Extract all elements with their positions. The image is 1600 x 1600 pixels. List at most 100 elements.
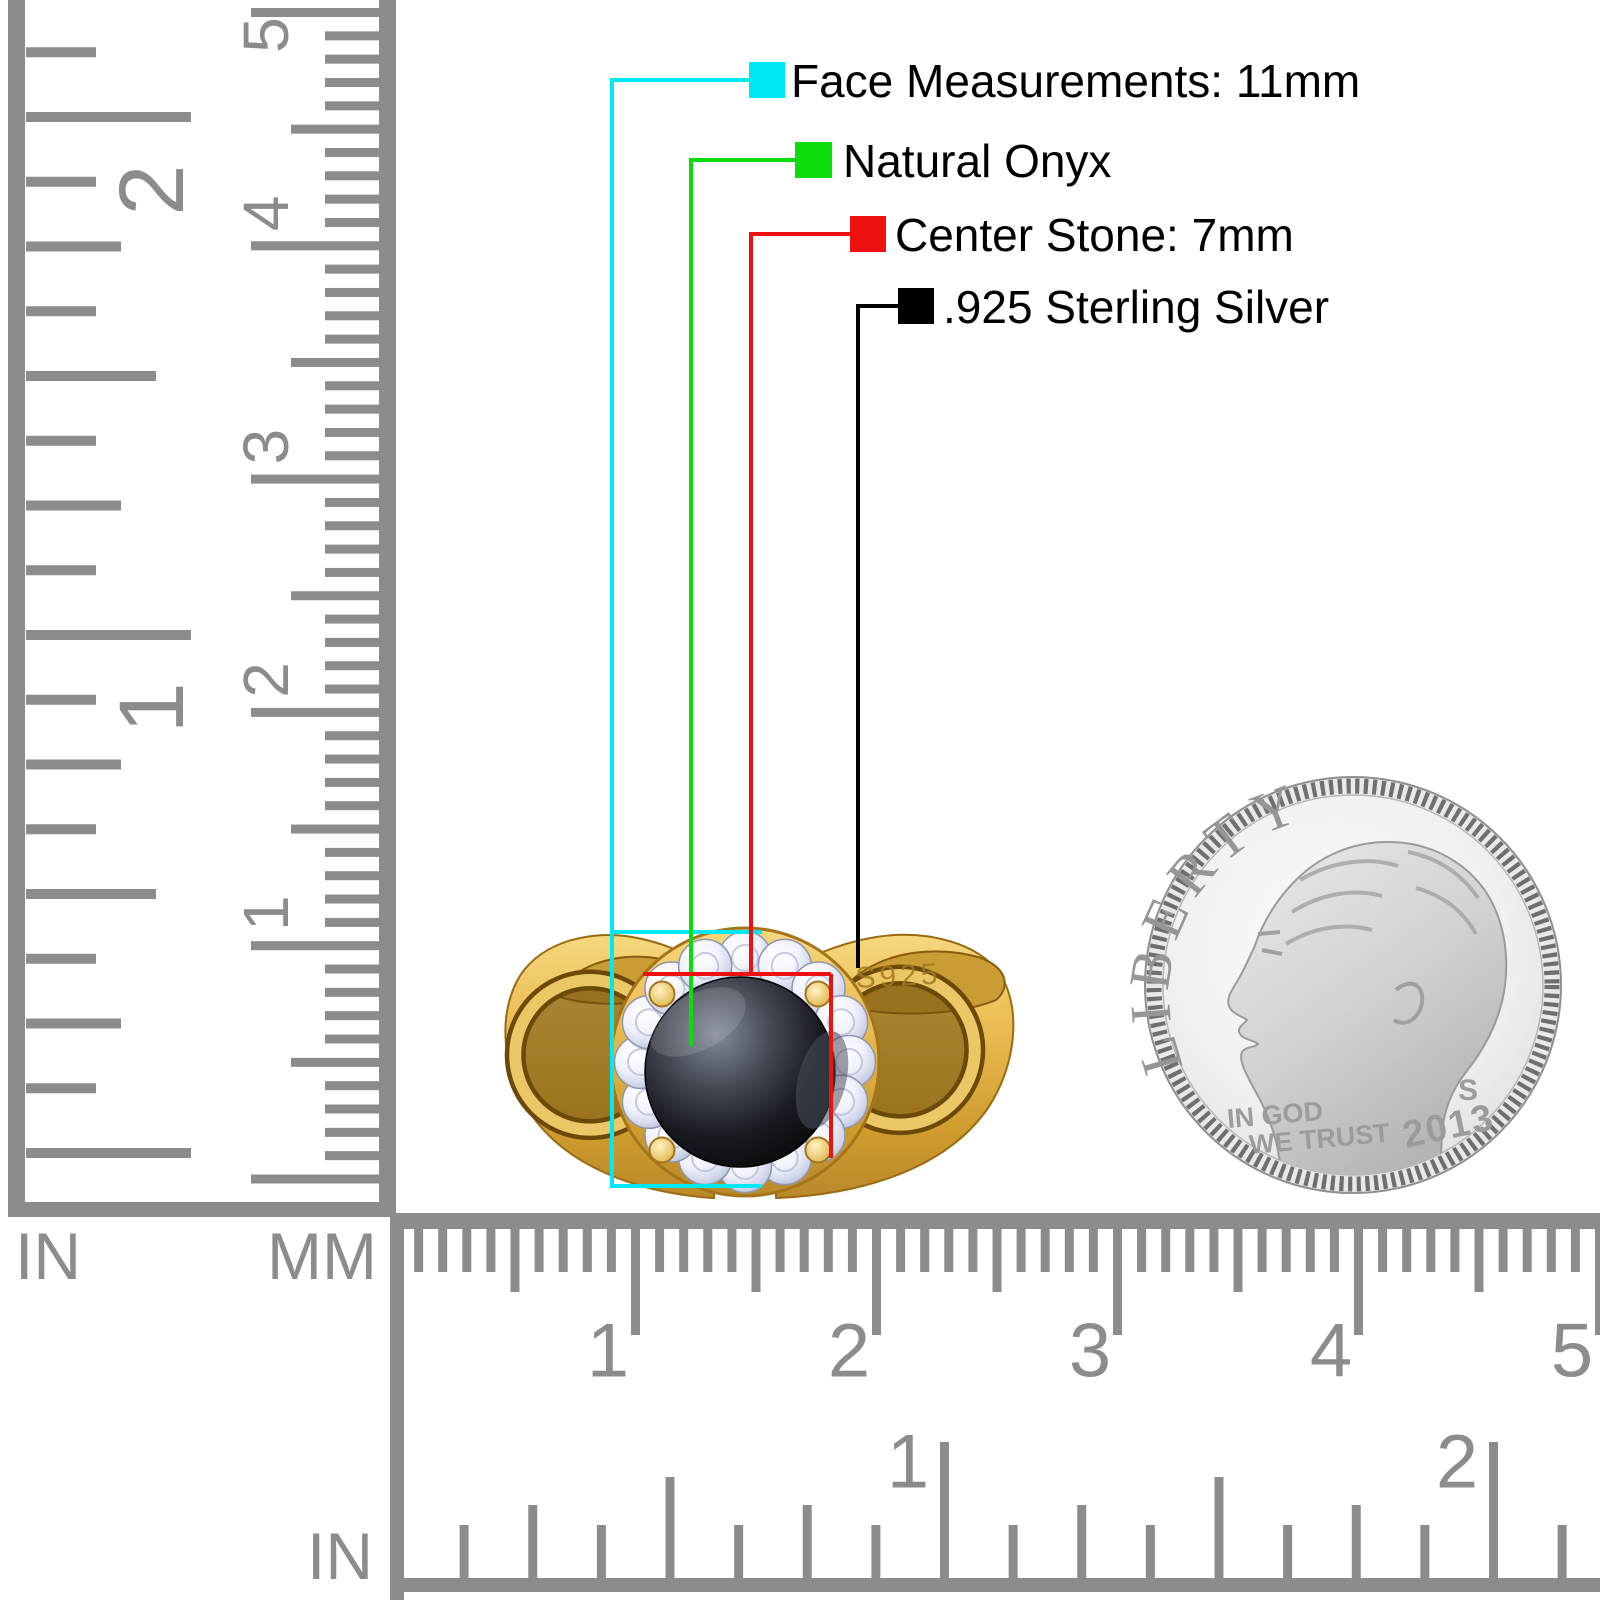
dime-coin: LIBERTY IN GOD WE TRUST 2013 S	[1116, 768, 1562, 1194]
left-ruler-inch-tick	[26, 47, 96, 58]
bottom-ruler-inch-tick	[596, 1525, 606, 1578]
coin-mint-mark: S	[1458, 1074, 1478, 1107]
left-ruler-cm-number: 2	[230, 662, 302, 698]
left-ruler-mm-tick	[325, 264, 379, 274]
bottom-ruler-mm-tick	[920, 1229, 930, 1272]
bottom-ruler-inch-tick	[1557, 1525, 1567, 1578]
left-ruler-inch-tick	[26, 306, 96, 317]
left-ruler-in-label: IN	[15, 1219, 81, 1293]
left-ruler-mm-tick	[325, 731, 379, 741]
left-ruler-inch-tick	[26, 565, 96, 576]
ring: S925	[504, 926, 1015, 1199]
bottom-ruler-mm-tick	[847, 1229, 857, 1272]
bottom-ruler-mm-tick	[1329, 1229, 1339, 1272]
left-ruler-cm-number: 5	[230, 17, 302, 53]
left-ruler-mm-tick	[251, 1174, 379, 1184]
left-ruler-inch-tick	[26, 824, 96, 835]
left-ruler-mm-tick	[325, 777, 379, 787]
prong-bead	[648, 980, 676, 1008]
left-ruler-mm-tick	[325, 684, 379, 694]
left-ruler-mm-tick	[325, 567, 379, 577]
left-ruler-left-bar	[8, 0, 25, 1212]
left-ruler-mm-tick	[325, 801, 379, 811]
halo-stone-facet	[827, 1008, 856, 1037]
left-ruler-mm-tick	[325, 894, 379, 904]
left-ruler-mm-tick	[325, 1034, 379, 1044]
bottom-ruler-mm-tick	[751, 1229, 761, 1292]
left-ruler-mm-tick	[325, 917, 379, 927]
left-ruler-inch-tick	[26, 1148, 191, 1158]
bottom-ruler-mm-tick	[992, 1229, 1002, 1292]
left-ruler-mm-tick	[325, 544, 379, 554]
left-ruler-inch-number: 2	[101, 164, 203, 215]
stone-highlight	[650, 987, 746, 1057]
bottom-ruler-mm-tick	[1137, 1229, 1147, 1272]
bottom-ruler-mm-tick	[1257, 1229, 1267, 1272]
callout-square-face	[749, 62, 785, 98]
bottom-ruler-top-bar	[390, 1213, 1600, 1229]
ring-engraving: S925	[855, 958, 943, 995]
left-ruler-inch-tick	[26, 889, 156, 899]
left-ruler-inch-tick	[26, 1018, 121, 1029]
bottom-ruler-bottom-bar	[390, 1578, 1600, 1592]
bottom-ruler: 1 2 3 4 51 2 IN	[307, 1213, 1600, 1600]
bottom-ruler-mm-tick	[1474, 1229, 1484, 1292]
profile-ear	[1392, 981, 1425, 1025]
bottom-ruler-ticks	[414, 1229, 1600, 1578]
left-ruler-cm-number: 4	[230, 196, 302, 232]
bottom-ruler-mm-tick	[896, 1229, 906, 1272]
left-ruler-mm-tick	[325, 964, 379, 974]
bottom-ruler-mm-tick	[1209, 1229, 1219, 1272]
bottom-ruler-mm-tick	[1498, 1229, 1508, 1272]
left-ruler-bottom-bar	[8, 1202, 396, 1217]
left-ruler-inch-number: 1	[101, 682, 203, 733]
left-ruler-mm-tick	[325, 1081, 379, 1091]
bottom-ruler-mm-tick	[1378, 1229, 1388, 1272]
bottom-ruler-cm-number: 4	[1310, 1309, 1352, 1394]
callout-label-silver: .925 Sterling Silver	[943, 281, 1329, 333]
bottom-ruler-inch-tick	[940, 1442, 949, 1578]
bottom-ruler-mm-tick	[655, 1229, 665, 1272]
prong-bead	[804, 980, 832, 1008]
left-ruler-mm-tick	[325, 404, 379, 414]
left-ruler-mm-tick	[291, 357, 379, 367]
left-ruler-mm-tick	[325, 637, 379, 647]
bottom-ruler-mm-tick	[1281, 1229, 1291, 1272]
callout-face-measurements: Face Measurements: 11mm	[610, 55, 1360, 1188]
prong-bead	[648, 1136, 676, 1164]
bottom-ruler-inch-tick	[871, 1525, 881, 1578]
bottom-ruler-inch-tick	[1420, 1525, 1430, 1578]
left-ruler-mm-tick	[251, 941, 379, 951]
bottom-ruler-inch-tick	[1077, 1505, 1087, 1578]
left-ruler-cm-number: 3	[230, 429, 302, 465]
bottom-ruler-mm-tick	[1522, 1229, 1532, 1272]
prong-beads	[648, 980, 832, 1164]
left-ruler-mm-tick	[291, 591, 379, 601]
bottom-ruler-inch-tick	[1489, 1442, 1498, 1578]
bottom-ruler-in-label: IN	[307, 1519, 373, 1593]
bottom-ruler-mm-tick	[1354, 1229, 1363, 1335]
callout-square-onyx	[795, 142, 832, 178]
halo-stone-facet	[770, 951, 799, 980]
left-ruler-mm-tick	[325, 521, 379, 531]
stone-reflection	[795, 1031, 849, 1129]
left-ruler-inch-tick	[26, 500, 121, 511]
bottom-ruler-mm-tick	[558, 1229, 568, 1272]
left-ruler-mm-tick	[325, 147, 379, 157]
bottom-ruler-mm-tick	[823, 1229, 833, 1272]
bottom-ruler-mm-tick	[510, 1229, 520, 1292]
coin-reeding	[1146, 778, 1560, 1192]
bottom-ruler-inch-tick	[1214, 1477, 1224, 1578]
left-ruler-mm-tick	[325, 1104, 379, 1114]
bottom-ruler-cm-number: 1	[587, 1309, 629, 1394]
bottom-ruler-cm-number: 2	[828, 1309, 870, 1394]
left-ruler-mm-tick	[325, 334, 379, 344]
bottom-ruler-mm-tick	[486, 1229, 496, 1272]
left-ruler-mm-tick	[251, 474, 379, 484]
left-ruler-mm-tick	[325, 311, 379, 321]
left-ruler-mm-tick	[291, 124, 379, 134]
left-ruler-mm-label: MM	[267, 1219, 377, 1293]
left-ruler-mm-tick	[325, 171, 379, 181]
